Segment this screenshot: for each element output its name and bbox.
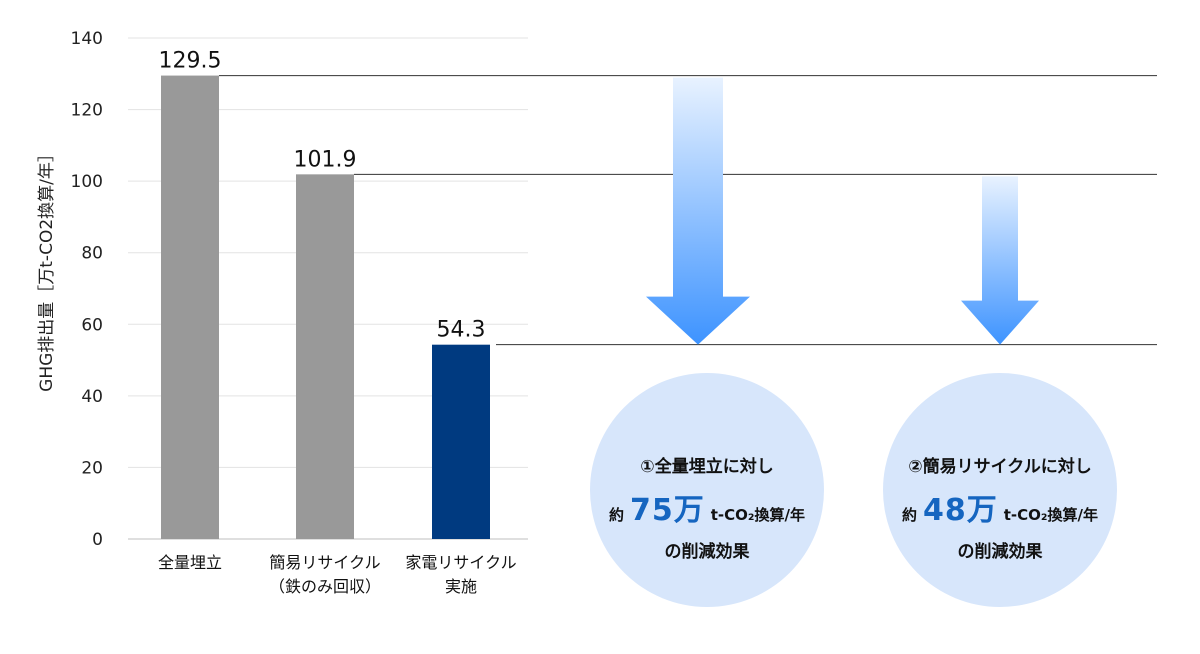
reference-lines xyxy=(219,75,1157,346)
effect-caption: の削減効果 xyxy=(664,542,750,562)
approx-label: 約 xyxy=(609,506,625,524)
y-tick-label: 80 xyxy=(81,244,103,264)
effect-title: ①全量埋立に対し xyxy=(640,457,774,477)
reduction-arrow-1 xyxy=(646,77,750,345)
y-tick-label: 60 xyxy=(81,315,103,335)
reduction-arrows xyxy=(646,77,1039,345)
y-tick-label: 20 xyxy=(81,458,103,478)
bar-value-label: 129.5 xyxy=(159,49,222,74)
x-category-label: 家電リサイクル xyxy=(405,553,516,572)
x-category-label: 簡易リサイクル xyxy=(269,553,380,572)
y-tick-label: 40 xyxy=(81,387,103,407)
effect-title: ②簡易リサイクルに対し xyxy=(908,457,1092,477)
bar xyxy=(296,174,354,539)
bar xyxy=(432,344,490,539)
approx-label: 約 xyxy=(902,506,918,524)
x-category-label: 全量埋立 xyxy=(158,553,222,572)
x-category-label: 実施 xyxy=(445,577,477,596)
labels: 0 20 40 60 80 100 120 140 GHG排出量［万t-CO2換算/年］ 129.… xyxy=(37,29,517,596)
x-category-label: （鉄のみ回収） xyxy=(269,577,381,596)
y-tick-label: 100 xyxy=(71,172,103,192)
effect-annotation-1: ①全量埋立に対し 約 75万 t-CO₂換算/年 の削減効果 xyxy=(587,452,827,562)
reduction-unit: t-CO₂換算/年 xyxy=(710,506,805,524)
reduction-amount: 75万 xyxy=(630,493,705,528)
reduction-amount: 48万 xyxy=(923,493,998,528)
bar-value-label: 101.9 xyxy=(294,147,357,172)
effect-circles xyxy=(590,373,1117,607)
y-tick-label: 120 xyxy=(71,101,103,121)
bars xyxy=(161,75,490,539)
y-axis-title: GHG排出量［万t-CO2換算/年］ xyxy=(37,145,57,392)
effect-circle-2 xyxy=(883,373,1117,607)
effect-caption: の削減効果 xyxy=(957,542,1043,562)
reduction-arrow-2 xyxy=(961,176,1039,345)
effect-annotation-2: ②簡易リサイクルに対し 約 48万 t-CO₂換算/年 の削減効果 xyxy=(880,452,1120,562)
bar xyxy=(161,75,219,539)
bar-value-label: 54.3 xyxy=(437,318,486,343)
y-tick-label: 140 xyxy=(71,29,103,49)
y-tick-label: 0 xyxy=(92,530,103,550)
effect-circle-1 xyxy=(590,373,824,607)
reduction-unit: t-CO₂換算/年 xyxy=(1003,506,1098,524)
